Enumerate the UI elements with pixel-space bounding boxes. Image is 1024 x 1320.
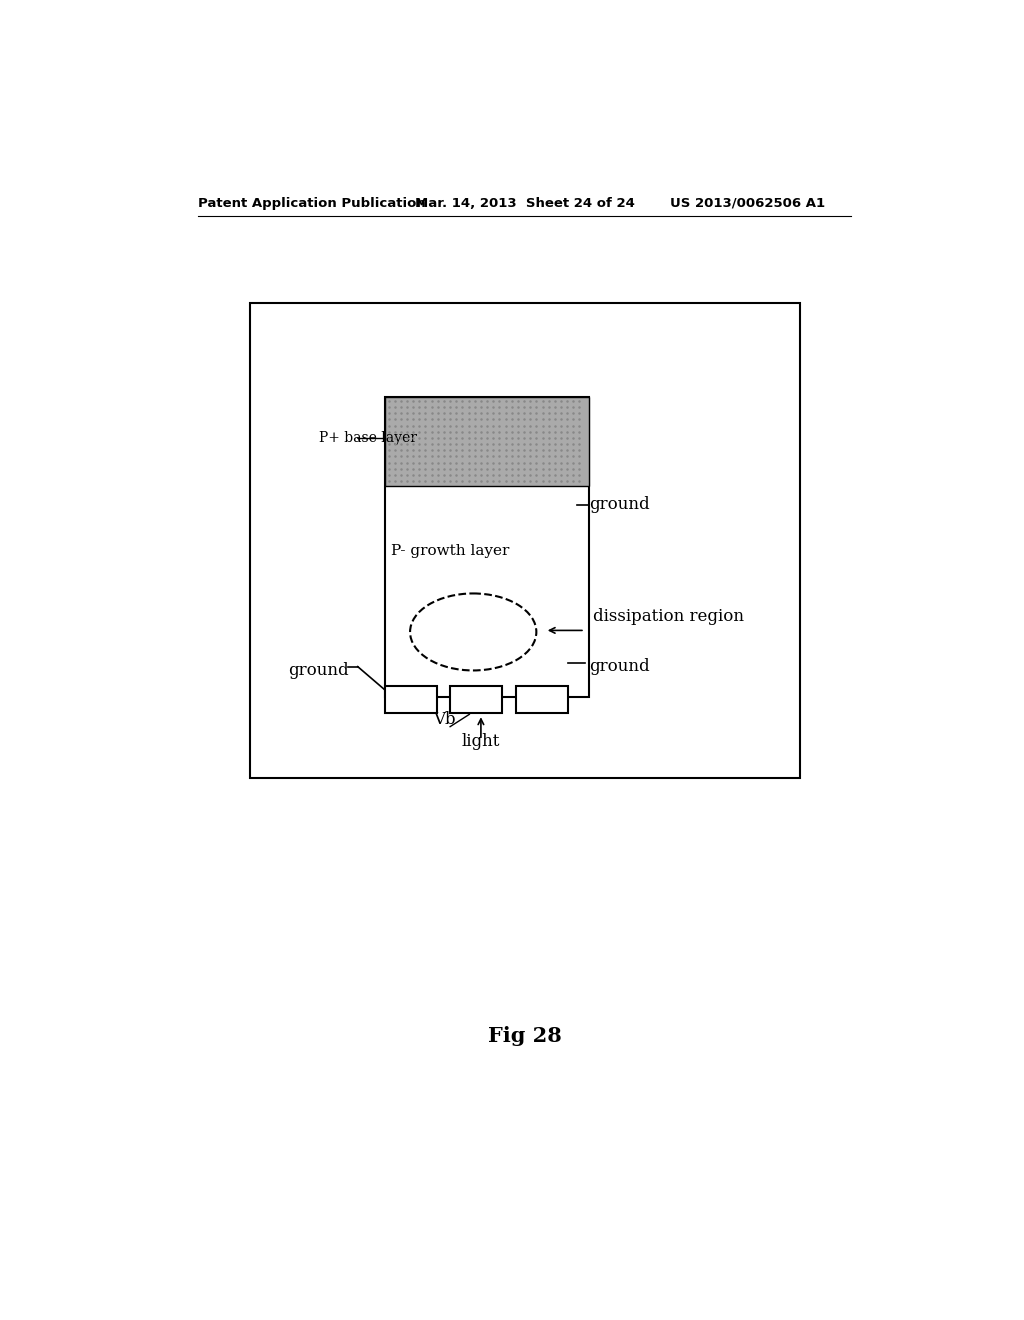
Text: US 2013/0062506 A1: US 2013/0062506 A1: [670, 197, 824, 210]
Text: Fig 28: Fig 28: [487, 1026, 562, 1047]
Text: light: light: [462, 733, 500, 750]
Text: P+ base layer: P+ base layer: [319, 430, 417, 445]
Text: ground: ground: [288, 661, 348, 678]
Text: ground: ground: [590, 496, 650, 513]
Bar: [515, 686, 568, 713]
Text: Patent Application Publication: Patent Application Publication: [199, 197, 426, 210]
Text: Mar. 14, 2013  Sheet 24 of 24: Mar. 14, 2013 Sheet 24 of 24: [416, 197, 635, 210]
Bar: [385, 397, 589, 697]
Text: Vb: Vb: [433, 711, 456, 729]
Text: dissipation region: dissipation region: [593, 609, 743, 626]
Bar: [250, 304, 801, 779]
Bar: [385, 686, 437, 713]
Text: ground: ground: [590, 659, 650, 675]
Bar: [451, 686, 503, 713]
Text: P- growth layer: P- growth layer: [391, 544, 509, 558]
Bar: [385, 397, 589, 486]
